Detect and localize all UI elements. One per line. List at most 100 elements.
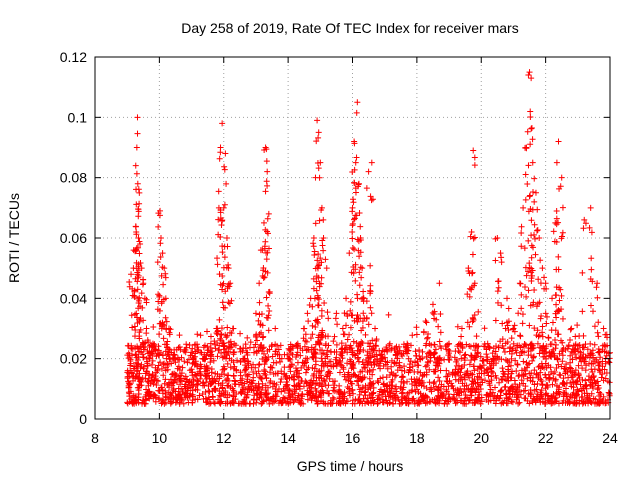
data-point (468, 228, 475, 235)
data-point (562, 385, 569, 392)
data-point (534, 380, 541, 387)
data-point (351, 215, 358, 222)
data-point (455, 348, 462, 355)
data-point (502, 356, 509, 363)
data-point (363, 398, 370, 405)
data-point (538, 312, 545, 319)
data-point (340, 364, 347, 371)
data-point (590, 354, 597, 361)
data-point (369, 337, 376, 344)
data-point (346, 356, 353, 363)
data-point (549, 319, 556, 326)
data-point (361, 364, 368, 371)
data-point (595, 349, 602, 356)
data-point (393, 372, 400, 379)
data-point (357, 264, 364, 271)
data-point (427, 358, 434, 365)
data-point (131, 323, 138, 330)
data-point (145, 372, 152, 379)
data-point (539, 323, 546, 330)
data-point (297, 352, 304, 359)
data-point (560, 381, 567, 388)
data-point (145, 382, 152, 389)
data-point (322, 342, 329, 349)
data-point (465, 386, 472, 393)
data-point (298, 364, 305, 371)
data-point (367, 287, 374, 294)
data-point (142, 339, 149, 346)
data-point (310, 285, 317, 292)
data-point (217, 335, 224, 342)
data-point (553, 382, 560, 389)
data-point (380, 381, 387, 388)
data-point (293, 386, 300, 393)
data-point (525, 268, 532, 275)
data-point (163, 318, 170, 325)
data-point (258, 310, 265, 317)
data-point (344, 336, 351, 343)
data-point (517, 332, 524, 339)
data-point (526, 400, 533, 407)
data-point (274, 342, 281, 349)
data-point (435, 355, 442, 362)
data-point (524, 180, 531, 187)
data-point (594, 294, 601, 301)
data-point (531, 396, 538, 403)
data-point (320, 235, 327, 241)
data-point (130, 365, 137, 372)
data-point (480, 362, 487, 369)
data-point (527, 114, 534, 121)
data-point (269, 399, 276, 406)
data-point (473, 342, 480, 349)
data-point (591, 323, 598, 330)
data-point (311, 251, 318, 258)
data-point (428, 384, 435, 391)
data-point (175, 363, 182, 370)
data-point (154, 259, 161, 266)
data-point (237, 369, 244, 376)
data-point (185, 399, 192, 406)
data-point (140, 363, 147, 370)
data-point (162, 274, 169, 281)
data-point (386, 371, 393, 378)
data-point (534, 300, 541, 307)
data-point (318, 274, 325, 281)
data-point (492, 372, 499, 379)
data-point (144, 368, 151, 375)
data-point (436, 280, 443, 287)
data-point (243, 394, 250, 401)
data-point (584, 346, 591, 353)
data-point (580, 332, 587, 339)
data-point (415, 389, 422, 396)
data-point (398, 397, 405, 404)
data-point (578, 387, 585, 394)
data-point (133, 201, 140, 208)
data-point (568, 325, 575, 332)
data-point (469, 251, 476, 258)
data-point (474, 343, 481, 350)
data-point (216, 155, 223, 162)
data-point (219, 243, 226, 250)
data-point (468, 286, 475, 293)
data-point (252, 310, 259, 317)
data-point (600, 393, 607, 400)
data-point (237, 348, 244, 355)
data-point (167, 326, 174, 333)
data-point (367, 359, 374, 366)
data-point (545, 334, 552, 341)
data-point (603, 369, 610, 376)
data-point (169, 389, 176, 396)
data-point (360, 395, 367, 402)
data-point (223, 345, 230, 352)
data-point (473, 385, 480, 392)
data-point (143, 330, 150, 337)
data-point (437, 367, 444, 374)
data-point (213, 325, 220, 332)
data-point (563, 391, 570, 398)
data-point (185, 385, 192, 392)
data-point (553, 364, 560, 371)
data-point (126, 390, 133, 397)
data-point (380, 380, 387, 387)
data-point (447, 396, 454, 403)
data-point (256, 299, 263, 306)
